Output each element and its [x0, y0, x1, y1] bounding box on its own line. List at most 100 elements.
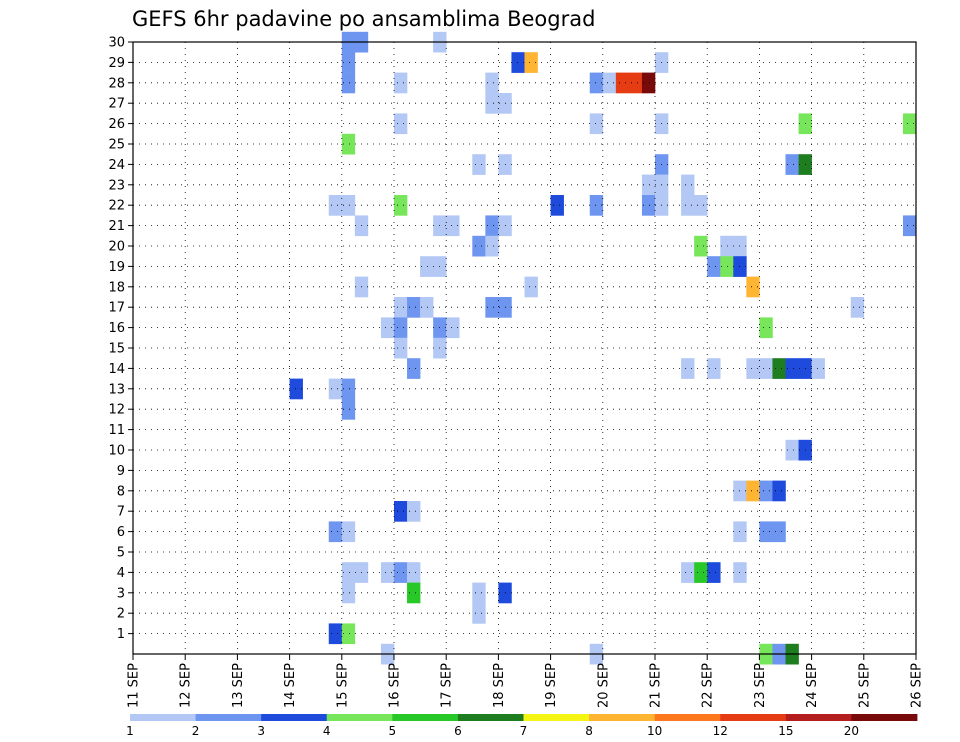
heatmap-cell	[707, 358, 721, 379]
heatmap-cell	[902, 215, 917, 237]
x-tick-label: 20 SEP	[596, 663, 611, 708]
heatmap-cell	[628, 72, 643, 94]
x-tick-label: 24 SEP	[805, 663, 820, 708]
heatmap-cell	[785, 358, 799, 379]
heatmap-cell	[485, 235, 499, 257]
heatmap-cell	[681, 195, 695, 216]
y-tick-label: 7	[117, 505, 125, 520]
colorbar-swatch	[589, 714, 656, 721]
y-tick-label: 23	[108, 178, 125, 193]
x-tick-label: 13 SEP	[231, 663, 246, 708]
heatmap-cell	[759, 358, 773, 379]
x-tick-label: 23 SEP	[753, 663, 768, 708]
heatmap-cell	[394, 337, 408, 359]
x-tick-label: 18 SEP	[492, 663, 507, 708]
colorbar-swatch	[654, 714, 721, 721]
heatmap-cell	[472, 603, 486, 624]
colorbar-swatch	[195, 714, 262, 721]
heatmap-cell	[746, 358, 760, 379]
heatmap-cell	[681, 358, 695, 379]
x-tick-label: 22 SEP	[701, 663, 716, 708]
heatmap-cell	[720, 235, 734, 257]
heatmap-cell	[394, 297, 408, 318]
x-tick-label: 17 SEP	[440, 663, 455, 708]
y-tick-label: 24	[108, 158, 125, 173]
y-tick-label: 29	[108, 56, 125, 71]
x-tick-label: 14 SEP	[283, 663, 298, 708]
heatmap-cell	[707, 256, 721, 277]
heatmap-cell	[759, 480, 773, 502]
heatmap-cell	[341, 399, 356, 420]
heatmap-cell	[341, 378, 356, 400]
heatmap-cell	[446, 215, 460, 237]
colorbar-label: 12	[713, 724, 728, 738]
heatmap-cell	[394, 317, 408, 339]
heatmap-cell	[341, 133, 356, 155]
x-tick-label: 26 SEP	[910, 663, 925, 708]
y-tick-label: 8	[117, 484, 125, 499]
y-tick-label: 17	[108, 301, 125, 316]
x-tick-label: 11 SEP	[127, 663, 142, 708]
y-tick-label: 1	[117, 627, 125, 642]
y-tick-label: 12	[108, 403, 125, 418]
heatmap-cell	[602, 72, 617, 94]
y-tick-label: 30	[108, 36, 125, 51]
heatmap-cell	[811, 358, 825, 379]
colorbar-legend: 1 2 3 4 5 6 7 8 10 12 15 20	[126, 714, 918, 738]
colorbar-label: 10	[647, 724, 662, 738]
x-tick-label: 19 SEP	[544, 663, 559, 708]
heatmap-cell	[341, 521, 356, 543]
heatmap-cell	[394, 195, 408, 216]
heatmap-cell	[485, 72, 499, 94]
y-tick-label: 25	[108, 138, 125, 153]
heatmap-cell	[902, 113, 917, 135]
y-tick-label: 11	[108, 423, 125, 438]
colorbar-label: 20	[844, 724, 859, 738]
y-tick-label: 16	[108, 321, 125, 336]
x-tick-label: 21 SEP	[649, 663, 664, 708]
colorbar-label: 6	[454, 724, 462, 738]
heatmap-cell	[589, 72, 604, 94]
heatmap-cell	[420, 297, 434, 318]
y-tick-label: 20	[108, 240, 125, 255]
heatmap-cell	[746, 276, 760, 298]
heatmap-cell	[694, 562, 708, 583]
heatmap-cell	[446, 317, 460, 339]
x-tick-label: 25 SEP	[857, 663, 872, 708]
colorbar-label: 5	[389, 724, 397, 738]
heatmap-cell	[759, 521, 773, 543]
y-tick-label: 4	[117, 566, 125, 581]
heatmap-cell	[641, 195, 656, 216]
heatmap-cell	[681, 174, 695, 196]
heatmap-cell	[472, 235, 486, 257]
heatmap-cell	[328, 521, 343, 543]
heatmap-cell	[641, 174, 656, 196]
gridlines	[133, 42, 916, 654]
heatmap-cell	[407, 582, 421, 604]
heatmap-cell	[380, 562, 395, 583]
heatmap-cell	[341, 623, 356, 645]
colorbar-label: 8	[585, 724, 593, 738]
colorbar-swatch	[326, 714, 393, 721]
heatmap-cell	[341, 562, 356, 583]
y-tick-label: 2	[117, 607, 125, 622]
y-tick-label: 27	[108, 97, 125, 112]
x-axis: 11 SEP 12 SEP 13 SEP 14 SEP 15 SEP 16 SEP 17 S…	[127, 654, 925, 708]
y-tick-label: 15	[108, 342, 125, 357]
heatmap-cell	[420, 256, 434, 277]
heatmap-cell	[589, 195, 604, 216]
heatmap-cell	[772, 480, 786, 502]
heatmap-cell	[472, 154, 486, 175]
y-tick-label: 9	[117, 464, 125, 479]
heatmap-cell	[850, 297, 865, 318]
colorbar-swatch	[130, 714, 196, 721]
heatmap-cell	[394, 562, 408, 583]
heatmap-cell	[785, 439, 799, 461]
heatmap-cell	[328, 378, 343, 400]
heatmap-cell	[641, 72, 656, 94]
colorbar-label: 1	[126, 724, 134, 738]
colorbar-label: 3	[257, 724, 265, 738]
colorbar-label: 7	[520, 724, 528, 738]
heatmap-cell	[289, 378, 303, 400]
